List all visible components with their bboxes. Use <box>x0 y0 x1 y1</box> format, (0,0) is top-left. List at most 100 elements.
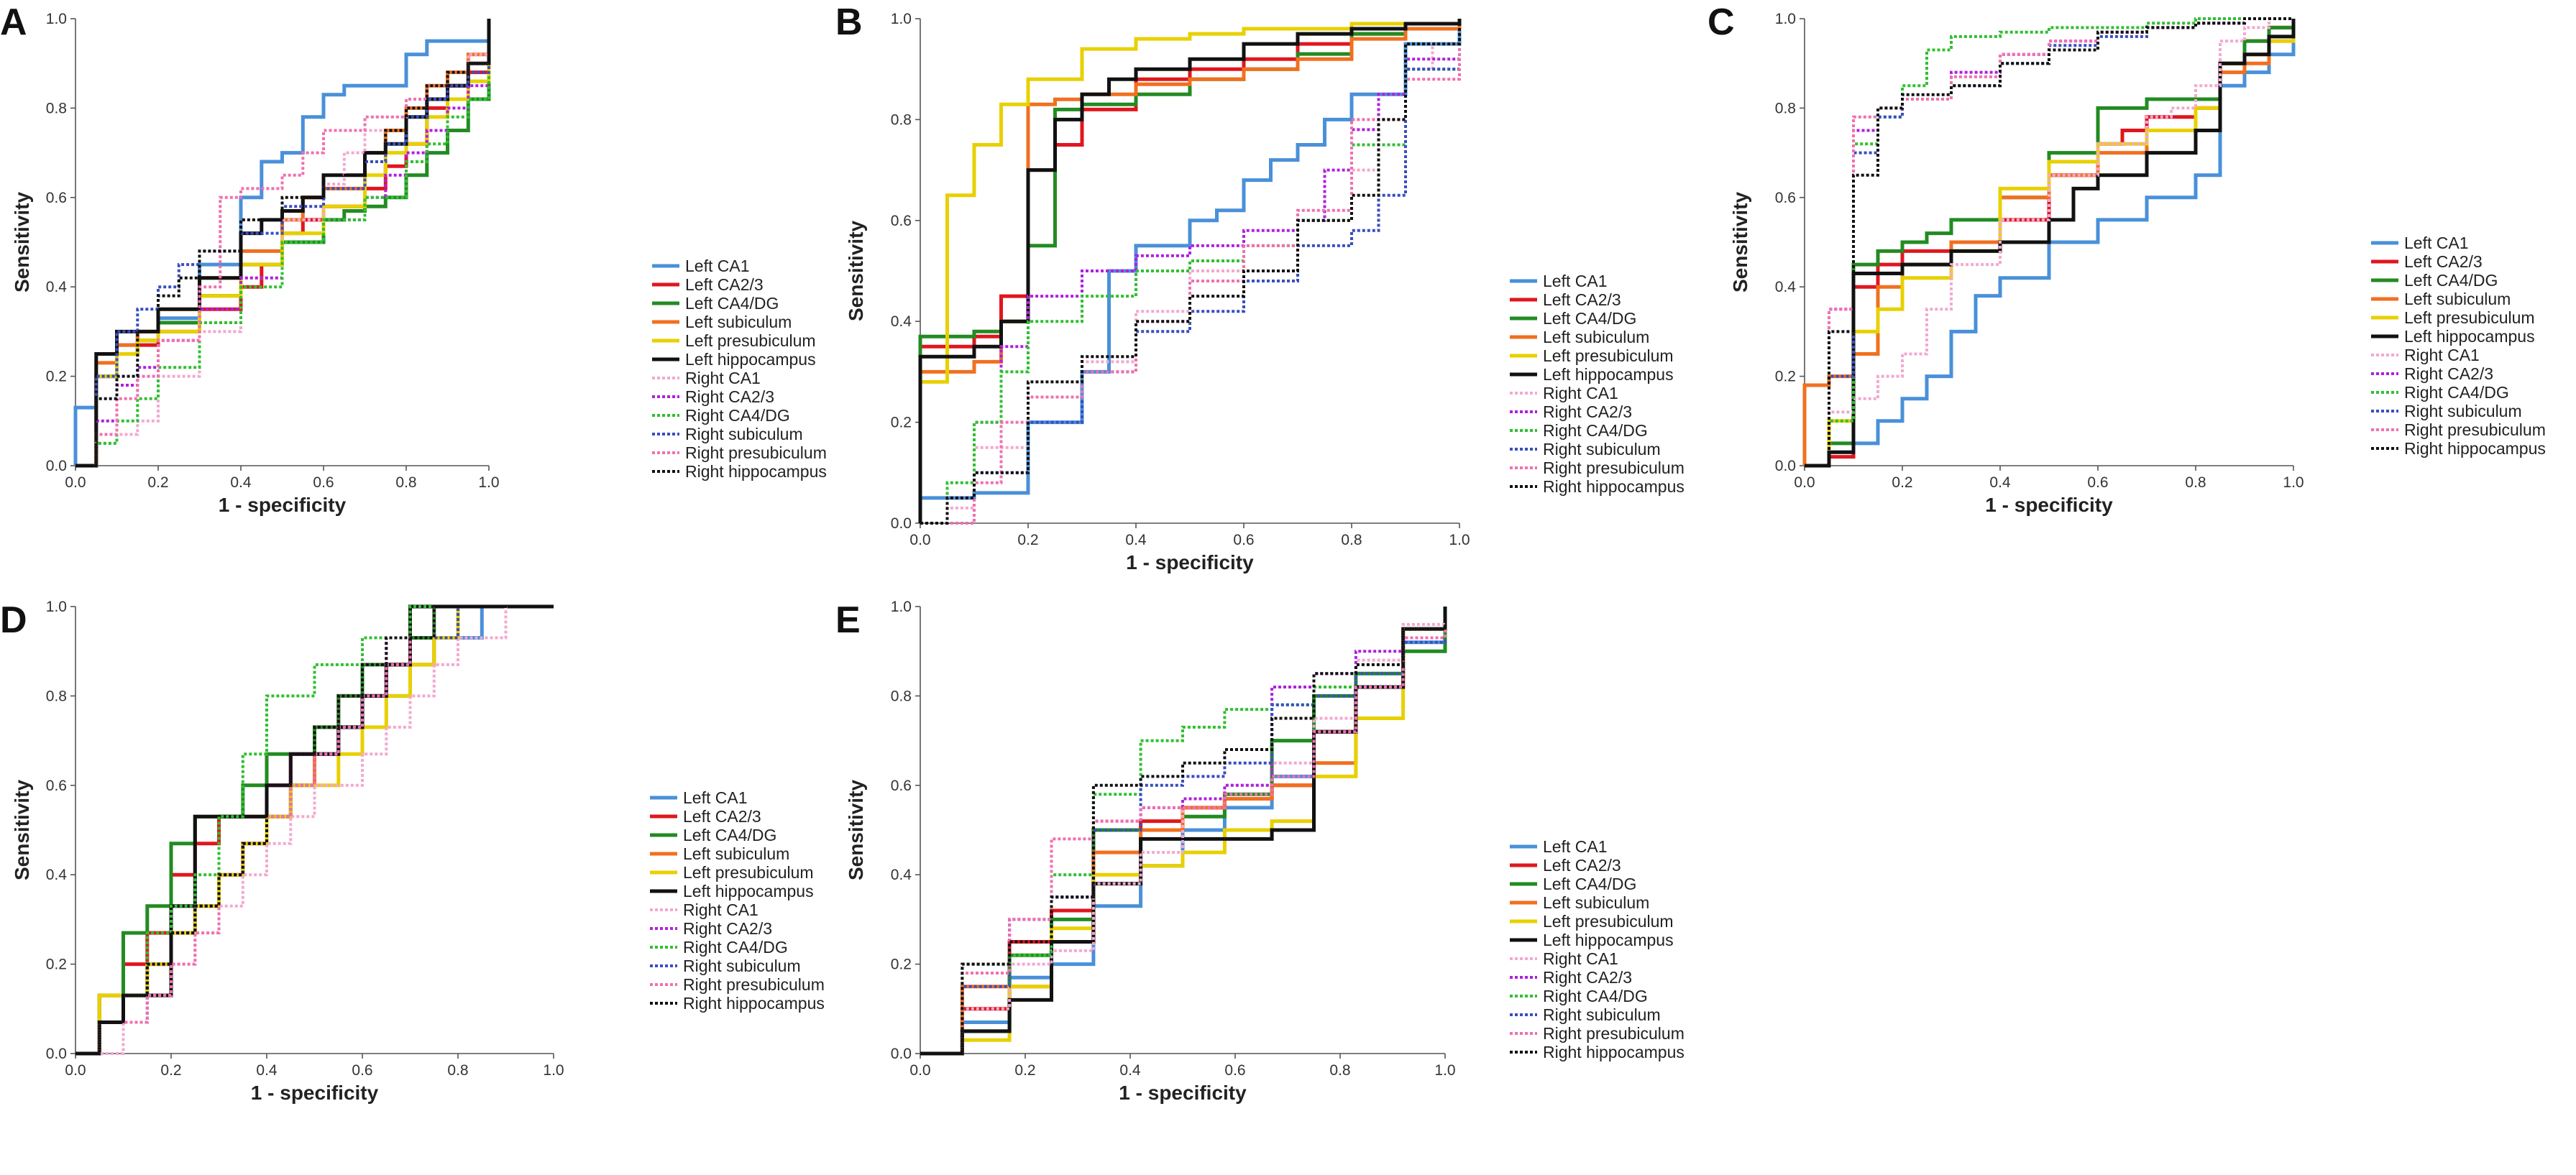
series-line-right-hippocampus <box>75 19 490 467</box>
panel-e: E 0.0 0.2 0.4 0.6 0.8 1.0 0.0 0.2 0.4 0.6 0.8 1.0 1 -… <box>835 599 1685 1104</box>
x-axis-title-e: 1 - specificity <box>1119 1082 1247 1104</box>
legend-label-right-ca2-3: Right CA2/3 <box>1543 402 1632 421</box>
legend-label-left-presubiculum: Left presubiculum <box>2404 308 2535 327</box>
legend-label-left-subiculum: Left subiculum <box>1543 328 1649 346</box>
y-tick-label: 0.4 <box>46 279 68 295</box>
legend-label-left-hippocampus: Left hippocampus <box>1543 365 1674 384</box>
legend-label-right-presubiculum: Right presubiculum <box>685 443 827 462</box>
legend-label-left-presubiculum: Left presubiculum <box>685 331 816 350</box>
x-tick-label: 0.4 <box>256 1062 278 1079</box>
y-tick-label: 0.8 <box>891 111 912 128</box>
x-tick-label: 0.8 <box>1329 1062 1350 1079</box>
x-tick-label: 0.4 <box>230 474 252 491</box>
y-tick-label: 0.8 <box>891 688 912 704</box>
legend-label-left-subiculum: Left subiculum <box>2404 290 2511 308</box>
x-tick-label: 0.4 <box>1989 474 2011 491</box>
legend-label-right-ca4-dg: Right CA4/DG <box>1543 421 1648 440</box>
y-tick-label: 0.0 <box>1775 458 1796 474</box>
series-line-right-hippocampus <box>920 19 1461 525</box>
legend-label-right-ca4-dg: Right CA4/DG <box>1543 987 1648 1005</box>
legend-label-right-hippocampus: Right hippocampus <box>1543 1043 1685 1061</box>
y-tick-label: 0.2 <box>1775 369 1796 385</box>
legend-label-right-ca2-3: Right CA2/3 <box>685 387 774 406</box>
legend-label-right-presubiculum: Right presubiculum <box>1543 1024 1685 1043</box>
x-tick-label: 0.6 <box>352 1062 372 1079</box>
y-tick-label: 1.0 <box>891 11 912 27</box>
legend-label-left-ca2-3: Left CA2/3 <box>1543 290 1621 309</box>
y-tick-label: 0.0 <box>46 1046 67 1062</box>
series-line-left-ca4-dg <box>920 607 1447 1056</box>
legend-label-right-subiculum: Right subiculum <box>1543 1005 1661 1024</box>
series-line-right-hippocampus <box>75 605 554 1055</box>
series-line-right-ca1 <box>75 605 554 1055</box>
y-tick-label: 0.8 <box>1775 100 1796 116</box>
legend-label-left-ca4-dg: Left CA4/DG <box>685 294 779 313</box>
y-tick-label: 1.0 <box>891 599 912 615</box>
series-line-right-hippocampus <box>1805 17 2293 467</box>
panel-b: B 0.0 0.2 0.4 0.6 0.8 1.0 0.0 0.2 0.4 0.6 0.8 1.0 1 -… <box>835 1 1685 573</box>
x-tick-label: 0.8 <box>1341 532 1362 548</box>
legend-label-right-hippocampus: Right hippocampus <box>2404 439 2546 458</box>
y-tick-label: 0.0 <box>891 1046 912 1062</box>
legend-label-right-ca1: Right CA1 <box>1543 949 1618 968</box>
x-tick-label: 0.8 <box>447 1062 468 1079</box>
legend-label-left-ca4-dg: Left CA4/DG <box>1543 875 1636 893</box>
y-axis-title-a: Sensitivity <box>11 192 33 292</box>
x-tick-label: 0.0 <box>909 1062 930 1079</box>
legend-label-left-hippocampus: Left hippocampus <box>2404 327 2535 346</box>
x-tick-label: 1.0 <box>1434 1062 1455 1079</box>
legend-label-right-presubiculum: Right presubiculum <box>1543 459 1685 477</box>
y-tick-label: 1.0 <box>46 599 67 615</box>
y-tick-label: 0.0 <box>891 515 912 532</box>
y-tick-label: 0.2 <box>891 957 912 973</box>
x-tick-label: 0.2 <box>1017 532 1038 548</box>
legend-label-right-subiculum: Right subiculum <box>685 425 803 443</box>
y-tick-label: 0.4 <box>891 313 912 330</box>
legend-label-right-subiculum: Right subiculum <box>2404 402 2522 420</box>
x-axis-title-d: 1 - specificity <box>251 1082 379 1104</box>
x-axis-title-a: 1 - specificity <box>219 494 347 516</box>
y-tick-label: 0.4 <box>891 867 912 883</box>
y-tick-label: 0.6 <box>46 778 67 794</box>
y-tick-label: 0.6 <box>46 190 67 206</box>
series-line-right-ca4-dg <box>75 19 490 467</box>
x-tick-label: 0.6 <box>1224 1062 1245 1079</box>
series-line-left-hippocampus <box>918 19 1462 523</box>
series-line-left-presubiculum <box>75 604 554 1056</box>
legend-label-left-ca2-3: Left CA2/3 <box>2404 252 2483 271</box>
series-line-right-presubiculum <box>920 607 1447 1055</box>
x-tick-label: 0.6 <box>313 474 334 491</box>
y-tick-label: 0.8 <box>46 100 67 116</box>
legend-label-right-ca4-dg: Right CA4/DG <box>2404 383 2509 402</box>
legend-label-left-ca4-dg: Left CA4/DG <box>683 826 776 844</box>
x-axis-title-c: 1 - specificity <box>1985 494 2113 516</box>
legend-label-right-ca2-3: Right CA2/3 <box>683 919 772 938</box>
y-tick-label: 0.2 <box>46 957 67 973</box>
x-tick-label: 0.0 <box>909 532 930 548</box>
legend-label-left-ca1: Left CA1 <box>1543 272 1608 290</box>
series-line-right-presubiculum <box>920 19 1461 525</box>
legend-label-right-subiculum: Right subiculum <box>1543 440 1661 459</box>
x-tick-label: 0.4 <box>1125 532 1147 548</box>
panel-c: C 0.0 0.2 0.4 0.6 0.8 1.0 0.0 0.2 0.4 0.6 0.8 1.0 1 -… <box>1708 1 2546 516</box>
x-tick-label: 1.0 <box>1449 532 1470 548</box>
x-tick-label: 0.2 <box>1892 474 1912 491</box>
x-tick-label: 1.0 <box>2283 474 2304 491</box>
legend-label-left-presubiculum: Left presubiculum <box>1543 346 1674 365</box>
legend-label-right-ca2-3: Right CA2/3 <box>2404 364 2493 383</box>
legend-label-left-ca4-dg: Left CA4/DG <box>1543 309 1636 328</box>
y-tick-label: 0.4 <box>1775 279 1797 295</box>
y-tick-label: 1.0 <box>1775 11 1796 27</box>
legend-label-right-ca1: Right CA1 <box>683 900 758 919</box>
legend-label-right-subiculum: Right subiculum <box>683 957 801 975</box>
x-tick-label: 0.2 <box>1014 1062 1035 1079</box>
panel-letter-a: A <box>0 1 27 43</box>
x-tick-label: 1.0 <box>543 1062 564 1079</box>
legend-label-right-hippocampus: Right hippocampus <box>685 462 827 481</box>
legend-label-left-ca2-3: Left CA2/3 <box>685 275 764 294</box>
